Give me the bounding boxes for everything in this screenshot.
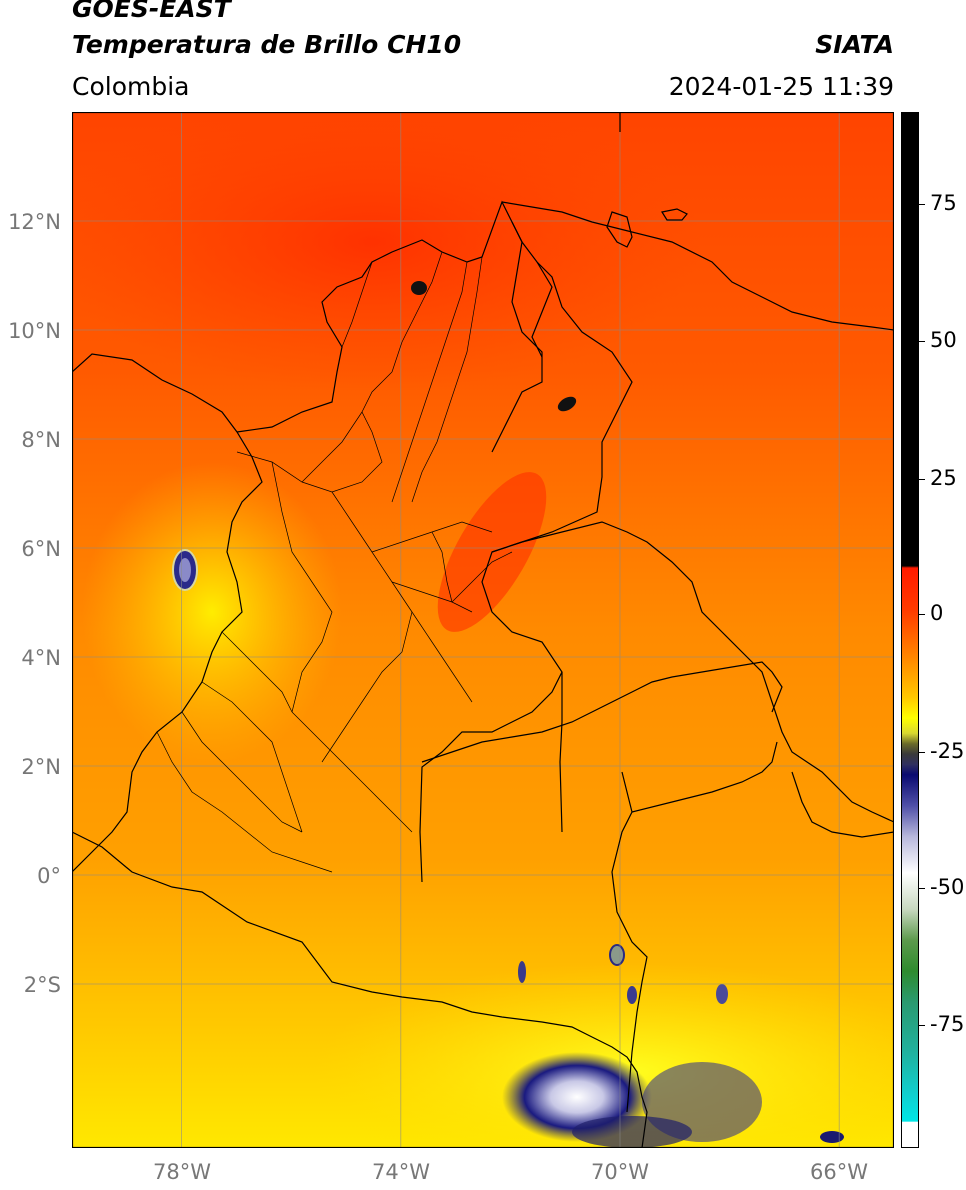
colorbar-tick-minus75 xyxy=(919,1025,925,1026)
colorbar-tick-minus50 xyxy=(919,888,925,889)
colorbar-tick-25 xyxy=(919,479,925,480)
colorbar-label-50: 50 xyxy=(930,328,957,352)
lat-label-4n: 4°N xyxy=(21,646,61,670)
country-borders xyxy=(71,112,895,1149)
satellite-title: GOES-EAST xyxy=(72,0,231,23)
cool-zone-west xyxy=(82,462,342,762)
region-label: Colombia xyxy=(72,72,190,101)
lat-label-8n: 8°N xyxy=(21,428,61,452)
colorbar-label-0: 0 xyxy=(930,601,944,625)
lat-label-2s: 2°S xyxy=(23,973,61,997)
lon-label-74w: 74°W xyxy=(372,1160,430,1184)
colorbar-label-minus50: -50 xyxy=(930,875,965,899)
colorbar-gradient xyxy=(902,113,918,1147)
organization-label: SIATA xyxy=(815,30,894,59)
map-border xyxy=(71,111,895,1149)
colorbar-label-minus75: -75 xyxy=(930,1012,965,1036)
map-canvas xyxy=(42,92,952,1182)
colorbar-tick-0 xyxy=(919,614,925,615)
colorbar-tick-50 xyxy=(919,341,925,342)
datetime-label: 2024-01-25 11:39 xyxy=(668,72,894,101)
colorbar-label-25: 25 xyxy=(930,466,957,490)
department-borders xyxy=(156,251,513,873)
warm-zone-north xyxy=(42,92,702,392)
lat-label-6n: 6°N xyxy=(21,537,61,561)
lon-label-78w: 78°W xyxy=(153,1160,211,1184)
colorbar-tick-minus25 xyxy=(919,752,925,753)
lon-label-66w: 66°W xyxy=(810,1160,868,1184)
colorbar-label-minus25: -25 xyxy=(930,739,965,763)
lat-label-0: 0° xyxy=(37,864,61,888)
product-title: Temperatura de Brillo CH10 xyxy=(72,30,462,59)
colorbar xyxy=(901,112,919,1148)
brightness-temperature-map xyxy=(42,92,952,1182)
colorbar-tick-75 xyxy=(919,204,925,205)
lat-label-12n: 12°N xyxy=(8,210,61,234)
graticule xyxy=(72,112,894,1148)
lat-label-2n: 2°N xyxy=(21,755,61,779)
cloud-features xyxy=(172,281,844,1148)
colorbar-label-75: 75 xyxy=(930,191,957,215)
lon-label-70w: 70°W xyxy=(591,1160,649,1184)
lat-label-10n: 10°N xyxy=(8,319,61,343)
